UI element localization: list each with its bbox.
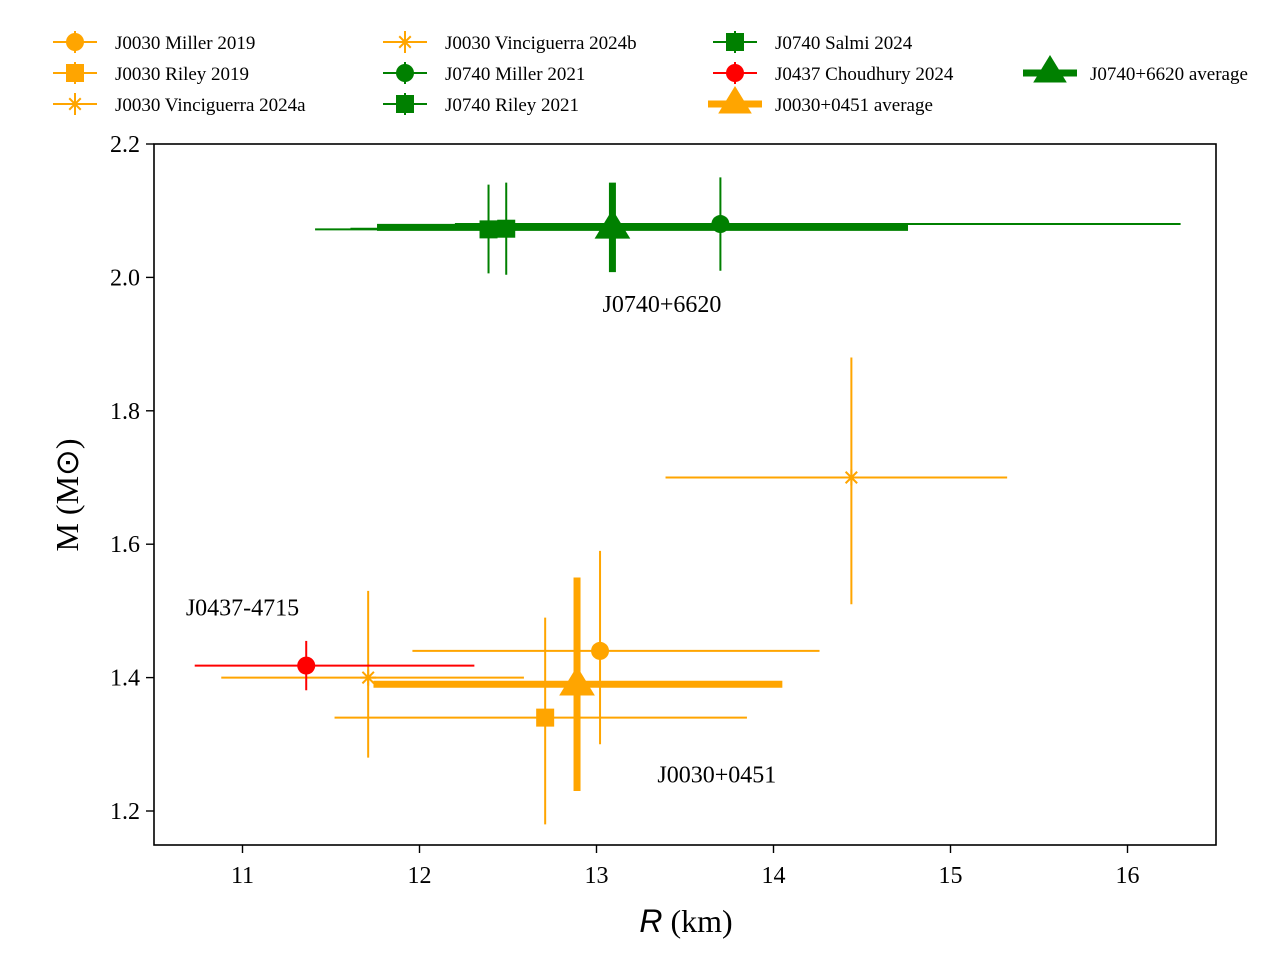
legend-label: J0740+6620 average — [1090, 64, 1248, 85]
legend-marker — [726, 64, 744, 82]
plot-area: J0740+6620 J0437-4715 J0030+0451 — [186, 177, 1181, 825]
legend-entry-2: J0030 Vinciguerra 2024a — [53, 93, 306, 116]
data-point-2 — [221, 590, 524, 758]
point-marker — [297, 656, 316, 675]
data-point-0 — [412, 550, 820, 745]
plot-frame — [153, 143, 1217, 846]
data-point-9 — [377, 182, 909, 273]
y-tick-label: 1.8 — [110, 399, 140, 425]
data-point-8 — [373, 577, 783, 791]
x-axis-title-unit: (km) — [662, 903, 732, 939]
legend-entry-0: J0030 Miller 2019 — [53, 31, 255, 54]
legend: J0030 Miller 2019 J0030 Riley 2019 J0030 V… — [53, 31, 1248, 116]
legend-entry-4: J0740 Miller 2021 — [383, 62, 585, 85]
point-marker — [591, 641, 610, 660]
x-tick-label: 13 — [585, 863, 609, 889]
y-tick-label: 2.2 — [110, 132, 140, 158]
legend-marker — [396, 95, 414, 113]
annotation-label: J0437-4715 — [186, 596, 299, 622]
legend-label: J0437 Choudhury 2024 — [775, 64, 954, 85]
point-marker — [536, 708, 555, 727]
legend-entry-3: J0030 Vinciguerra 2024b — [383, 31, 637, 54]
x-tick-label: 15 — [939, 863, 963, 889]
x-tick-label: 16 — [1116, 863, 1140, 889]
annotation-label: J0740+6620 — [603, 292, 722, 318]
point-marker — [594, 209, 631, 239]
legend-label: J0030 Miller 2019 — [115, 33, 255, 54]
y-tick-label: 1.2 — [110, 799, 140, 825]
x-tick-label: 11 — [231, 863, 254, 889]
legend-marker — [66, 64, 84, 82]
legend-label: J0740 Salmi 2024 — [775, 33, 913, 54]
point-marker — [559, 666, 595, 696]
legend-label: J0740 Miller 2021 — [445, 64, 585, 85]
legend-label: J0740 Riley 2021 — [445, 95, 579, 116]
y-tick-label: 2.0 — [110, 265, 140, 291]
legend-entry-8: J0030+0451 average — [708, 86, 933, 116]
y-axis-title: M (M⊙) — [49, 438, 85, 551]
legend-marker — [718, 86, 752, 114]
legend-label: J0030+0451 average — [775, 95, 933, 116]
legend-entry-1: J0030 Riley 2019 — [53, 62, 249, 85]
legend-label: J0030 Vinciguerra 2024a — [115, 95, 306, 116]
x-tick-label: 12 — [408, 863, 432, 889]
x-tick-label: 14 — [762, 863, 786, 889]
axes: 11 12 13 14 15 16 1.2 1.4 1.6 1.8 2.0 2.2 — [110, 132, 1217, 889]
point-marker — [360, 669, 377, 686]
legend-marker — [397, 34, 413, 50]
legend-marker — [396, 64, 414, 82]
y-tick-label: 1.6 — [110, 532, 140, 558]
legend-marker — [66, 33, 84, 51]
legend-label: J0030 Vinciguerra 2024b — [445, 33, 637, 54]
legend-marker — [67, 96, 83, 112]
y-tick-label: 1.4 — [110, 666, 140, 692]
legend-entry-9: J0740+6620 average — [1023, 55, 1248, 85]
legend-entry-6: J0740 Salmi 2024 — [713, 31, 913, 54]
legend-marker — [726, 33, 744, 51]
annotation-label: J0030+0451 — [657, 762, 776, 788]
legend-entry-5: J0740 Riley 2021 — [383, 93, 579, 116]
data-point-7 — [194, 640, 475, 691]
legend-entry-7: J0437 Choudhury 2024 — [713, 62, 954, 85]
x-axis-title: R (km) — [639, 903, 732, 939]
x-axis-title-italic: R — [639, 903, 662, 939]
data-point-1 — [334, 617, 747, 825]
legend-marker — [1033, 55, 1067, 83]
data-point-3 — [665, 357, 1008, 605]
point-marker — [843, 469, 860, 486]
legend-label: J0030 Riley 2019 — [115, 64, 249, 85]
